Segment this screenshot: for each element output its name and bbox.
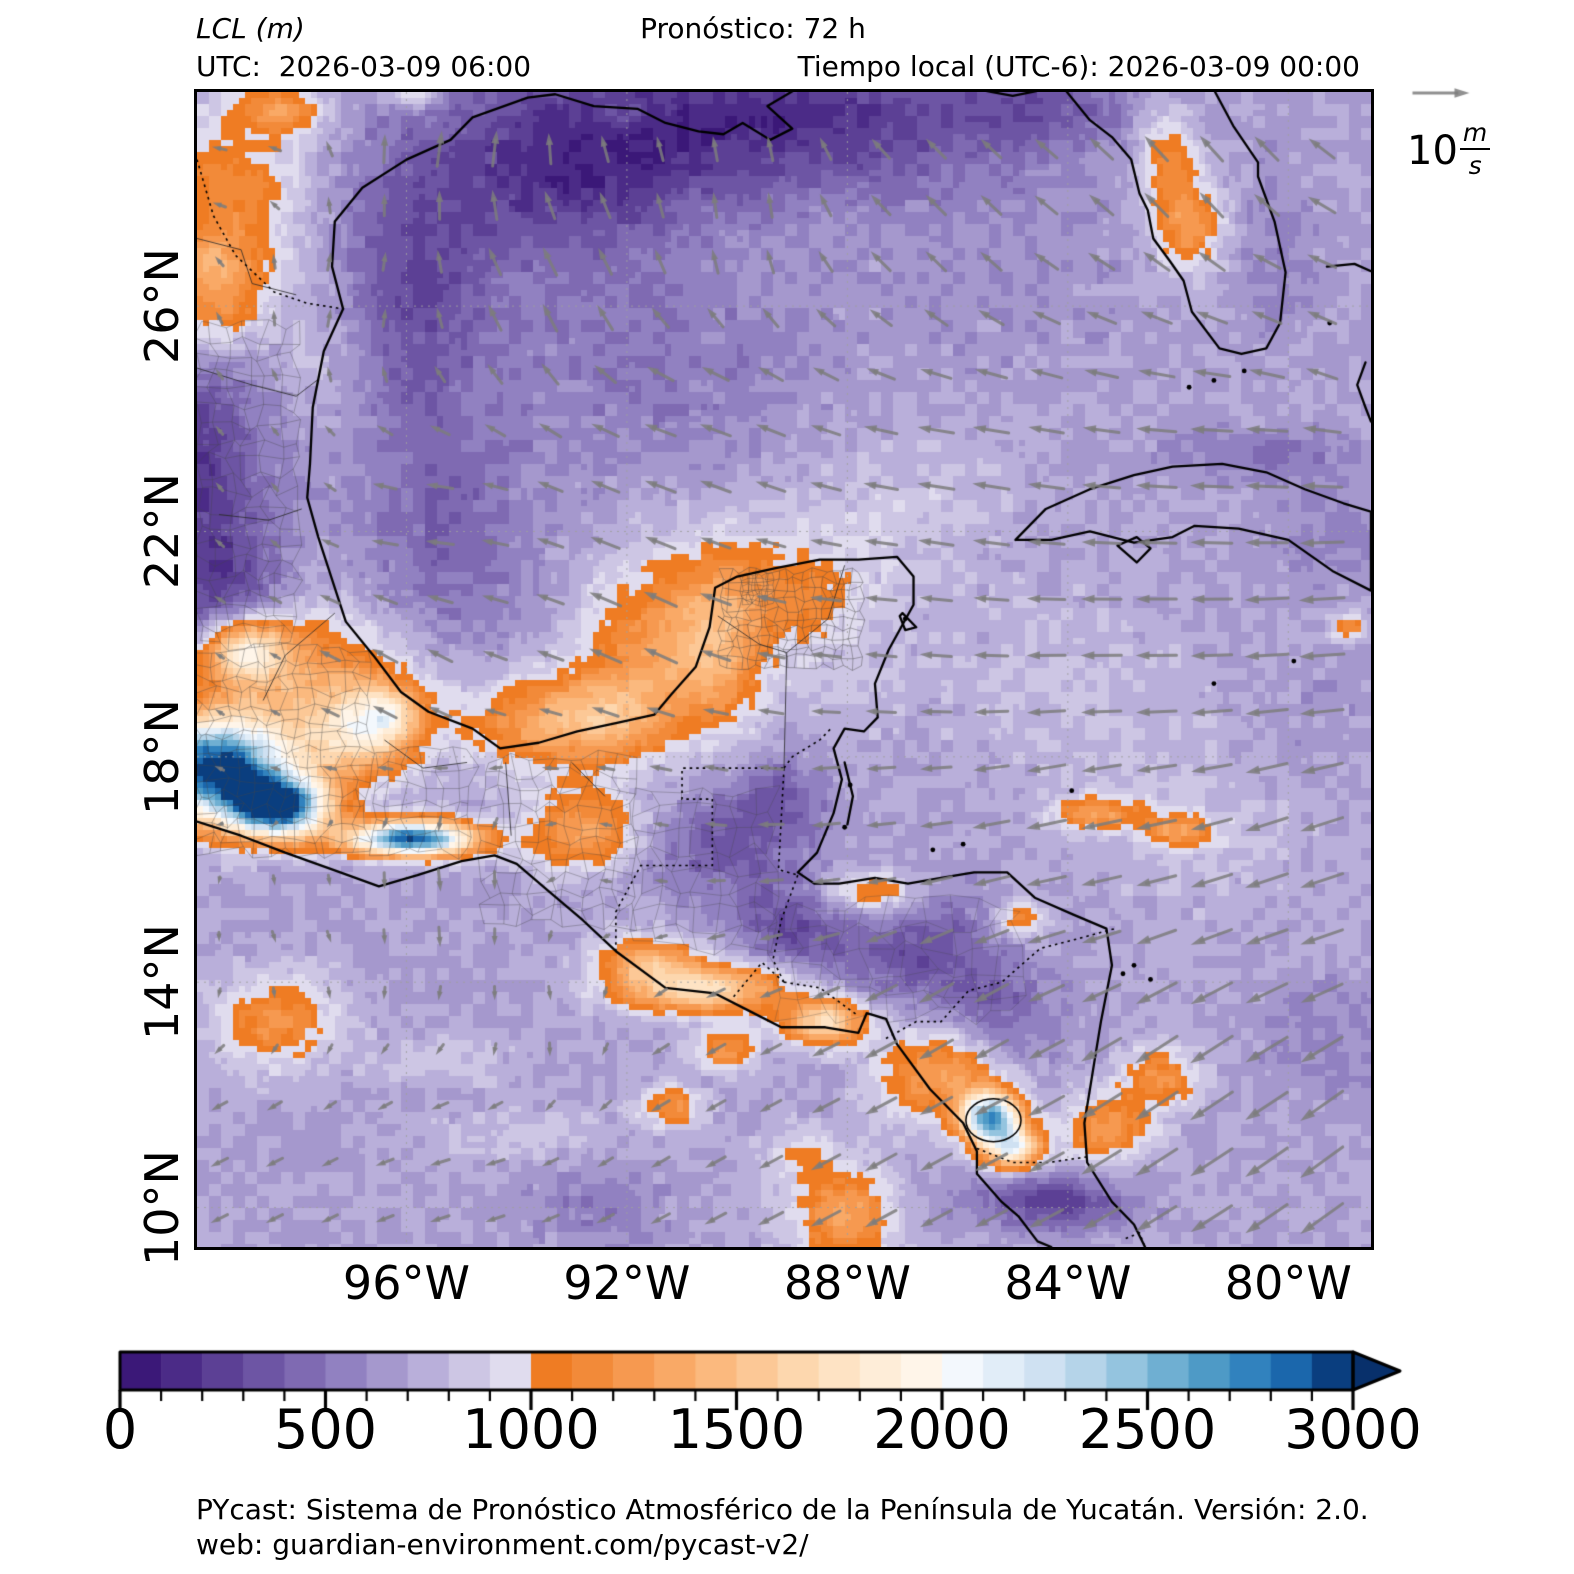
lat-tick-label: 14°N: [135, 924, 189, 1041]
colorbar-tick-label: 0: [102, 1398, 138, 1461]
footer-line1: PYcast: Sistema de Pronóstico Atmosféric…: [196, 1493, 1369, 1526]
colorbar-tick-label: 1000: [462, 1398, 600, 1461]
colorbar: [88, 1348, 1420, 1426]
map-frame: [194, 89, 1374, 1250]
wind-reference-value: 10: [1407, 128, 1458, 174]
colorbar-tick-label: 1500: [667, 1398, 806, 1461]
lat-tick-label: 18°N: [135, 698, 189, 815]
variable-title: LCL (m): [196, 12, 305, 45]
colorbar-tick-label: 2000: [873, 1398, 1011, 1461]
wind-reference-arrow-icon: [1405, 82, 1483, 104]
local-time-label: Tiempo local (UTC-6): 2026-03-09 00:00: [797, 50, 1360, 83]
lat-tick-label: 22°N: [135, 473, 189, 590]
forecast-hour-title: Pronóstico: 72 h: [640, 12, 866, 45]
lat-tick-label: 10°N: [135, 1149, 189, 1266]
colorbar-tick-label: 3000: [1284, 1398, 1422, 1461]
lon-tick-label: 88°W: [783, 1256, 911, 1310]
wind-reference-label: 10 m s: [1407, 120, 1491, 180]
lon-tick-label: 92°W: [563, 1256, 691, 1310]
attribution-footer: PYcast: Sistema de Pronóstico Atmosféric…: [196, 1492, 1369, 1562]
forecast-map: [197, 92, 1371, 1247]
colorbar-tick-label: 2500: [1078, 1398, 1217, 1461]
lat-tick-label: 26°N: [135, 248, 189, 365]
lon-tick-label: 80°W: [1224, 1256, 1352, 1310]
lon-tick-label: 96°W: [342, 1256, 470, 1310]
colorbar-tick-label: 500: [273, 1398, 378, 1461]
lon-tick-label: 84°W: [1004, 1256, 1132, 1310]
footer-line2: web: guardian-environment.com/pycast-v2/: [196, 1528, 809, 1561]
utc-time-label: UTC: 2026-03-09 06:00: [196, 50, 532, 83]
